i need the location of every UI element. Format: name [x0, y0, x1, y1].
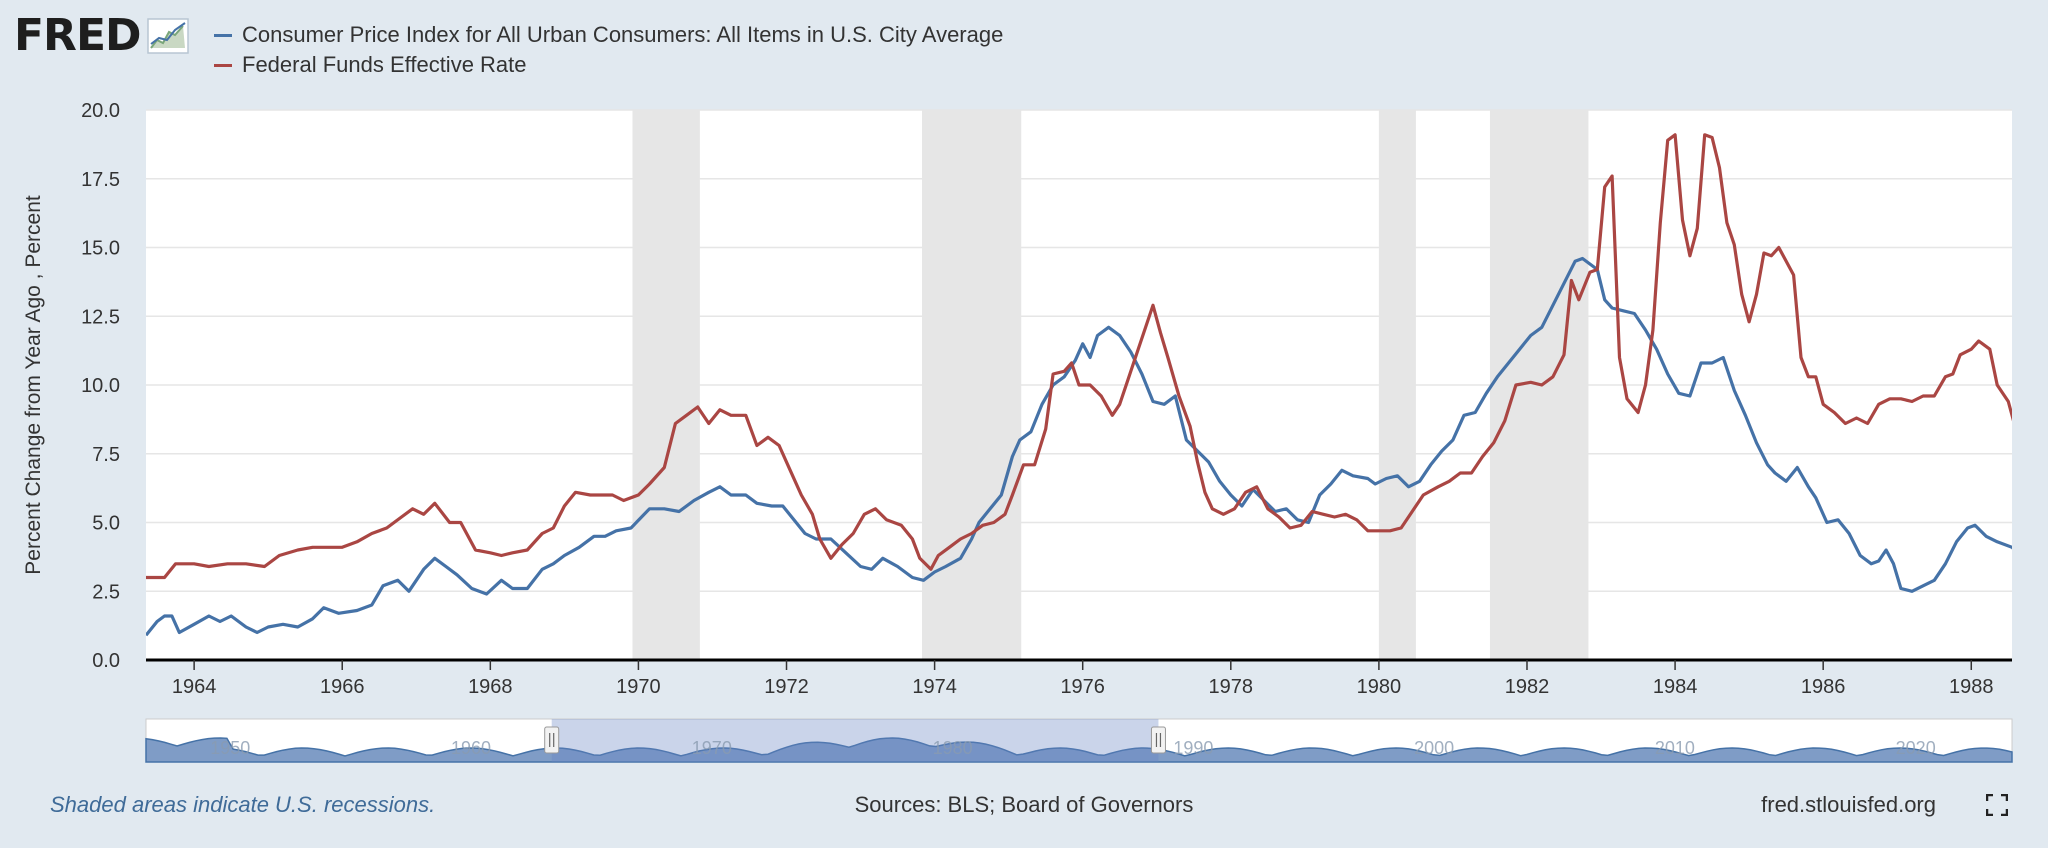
recession-note: Shaded areas indicate U.S. recessions. [50, 792, 436, 817]
line-graph-icon [146, 18, 189, 54]
x-tick-label: 1964 [172, 676, 217, 698]
y-tick-label: 7.5 [92, 444, 120, 466]
y-tick-label: 10.0 [81, 375, 120, 397]
legend-item-ffr[interactable]: Federal Funds Effective Rate [214, 50, 1003, 80]
y-tick-label: 20.0 [81, 100, 120, 122]
y-tick-label: 2.5 [92, 581, 120, 603]
navigator-tick-label: 1950 [210, 738, 250, 758]
navigator-handle-left[interactable] [544, 726, 560, 754]
x-tick-label: 1970 [616, 676, 661, 698]
x-tick-label: 1966 [320, 676, 365, 698]
site-link[interactable]: fred.stlouisfed.org [1761, 792, 1936, 817]
y-tick-label: 0.0 [92, 650, 120, 672]
fred-logo[interactable]: FRED [14, 14, 189, 58]
legend-swatch-cpi [214, 33, 232, 37]
y-tick-label: 5.0 [92, 513, 120, 535]
chart-legend: Consumer Price Index for All Urban Consu… [214, 20, 1003, 80]
legend-label-cpi: Consumer Price Index for All Urban Consu… [242, 22, 1004, 47]
y-axis-ticks: 0.0 2.5 5.0 7.5 10.0 12.5 15.0 17.5 20.0 [81, 100, 120, 672]
fred-logo-text: FRED [14, 10, 142, 61]
legend-swatch-ffr [214, 63, 232, 67]
navigator-tick-label: 2000 [1414, 738, 1454, 758]
navigator-selection[interactable] [551, 719, 1159, 762]
navigator-tick-label: 2010 [1655, 738, 1695, 758]
navigator-tick-label: 1960 [451, 738, 491, 758]
y-axis-label: Percent Change from Year Ago , Percent [22, 195, 45, 575]
y-tick-label: 17.5 [81, 169, 120, 191]
fullscreen-icon[interactable] [1986, 794, 2008, 816]
range-navigator[interactable]: 1950 1960 1970 1980 1990 2000 2010 2020 [145, 718, 2013, 763]
x-tick-label: 1976 [1060, 676, 1105, 698]
navigator-tick-label: 1980 [933, 738, 973, 758]
x-tick-label: 1982 [1505, 676, 1550, 698]
navigator-tick-label: 1990 [1173, 738, 1213, 758]
series-lines [146, 133, 2012, 637]
navigator-tick-label: 2020 [1896, 738, 1936, 758]
x-tick-label: 1978 [1209, 676, 1254, 698]
navigator-tick-label: 1970 [692, 738, 732, 758]
y-tick-label: 12.5 [81, 306, 120, 328]
x-tick-label: 1988 [1949, 676, 1994, 698]
navigator-handle-right[interactable] [1150, 726, 1166, 754]
legend-item-cpi[interactable]: Consumer Price Index for All Urban Consu… [214, 20, 1003, 50]
y-tick-label: 15.0 [81, 238, 120, 260]
x-tick-label: 1984 [1653, 676, 1698, 698]
x-tick-label: 1968 [468, 676, 513, 698]
ffr-series-line [146, 133, 2012, 580]
cpi-series-line [146, 256, 2012, 637]
navigator-series [145, 737, 2013, 763]
legend-label-ffr: Federal Funds Effective Rate [242, 52, 527, 77]
x-tick-label: 1972 [764, 676, 809, 698]
x-tick-label: 1980 [1357, 676, 1402, 698]
x-tick-label: 1974 [912, 676, 957, 698]
x-axis-ticks: 1964 1966 1968 1970 1972 1974 1976 1978 1980 1982… [172, 660, 1994, 698]
x-tick-label: 1986 [1801, 676, 1846, 698]
